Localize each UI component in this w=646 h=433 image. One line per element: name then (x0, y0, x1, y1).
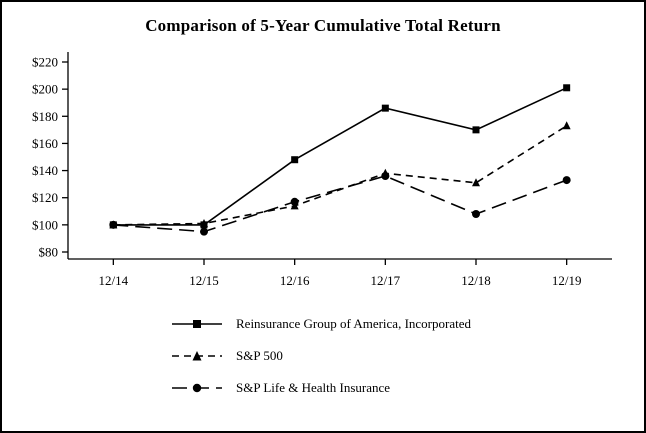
solid-line-square-marker-icon (172, 320, 222, 328)
y-tick-label: $120 (32, 190, 58, 205)
long-dash-line-circle-marker-icon (172, 383, 222, 393)
series-line (113, 125, 568, 226)
series-line (113, 87, 568, 226)
data-point-marker (290, 197, 299, 206)
series-2 (109, 121, 571, 229)
data-point-marker (472, 126, 480, 134)
y-tick-label: $180 (32, 109, 58, 124)
data-point-marker (562, 176, 571, 185)
y-tick-label: $140 (32, 163, 58, 178)
x-tick-label: 12/18 (461, 273, 491, 288)
y-tick-label: $200 (32, 82, 58, 97)
x-tick-label: 12/19 (552, 273, 582, 288)
data-point-marker (200, 219, 208, 227)
data-point-marker (562, 121, 571, 130)
legend-label-rga: Reinsurance Group of America, Incorporat… (236, 316, 471, 331)
data-point-marker (109, 220, 118, 229)
x-tick-label: 12/16 (280, 273, 310, 288)
x-tick-label: 12/17 (371, 273, 401, 288)
series-1 (109, 84, 571, 229)
axes (62, 52, 612, 265)
y-tick-label: $220 (32, 55, 58, 70)
legend-item-sp-life-health: S&P Life & Health Insurance (170, 372, 644, 404)
series-3 (109, 172, 571, 236)
data-point-marker (200, 227, 208, 236)
chart-title: Comparison of 5-Year Cumulative Total Re… (145, 16, 501, 35)
data-point-marker (472, 178, 480, 187)
data-point-marker (472, 210, 480, 218)
legend-label-sp-life-health: S&P Life & Health Insurance (236, 380, 391, 395)
y-tick-label: $100 (32, 217, 58, 232)
y-tick-label: $160 (32, 136, 58, 151)
data-point-marker (381, 104, 389, 112)
x-tick-label: 12/15 (189, 273, 219, 288)
legend: Reinsurance Group of America, Incorporat… (170, 308, 644, 404)
data-point-marker (563, 84, 571, 92)
series-line (113, 175, 567, 233)
data-point-marker (381, 172, 390, 180)
line-chart: $80 $100 $120 $140 $160 $180 $200 $220 12/14 12/1… (32, 52, 612, 288)
x-tick-label: 12/14 (99, 273, 129, 288)
legend-label-sp500: S&P 500 (236, 348, 283, 363)
y-tick-label: $80 (39, 245, 59, 260)
legend-item-rga: Reinsurance Group of America, Incorporat… (170, 308, 644, 340)
data-point-marker (291, 156, 299, 164)
dashed-line-triangle-marker-icon (172, 351, 222, 361)
legend-item-sp500: S&P 500 (170, 340, 644, 372)
